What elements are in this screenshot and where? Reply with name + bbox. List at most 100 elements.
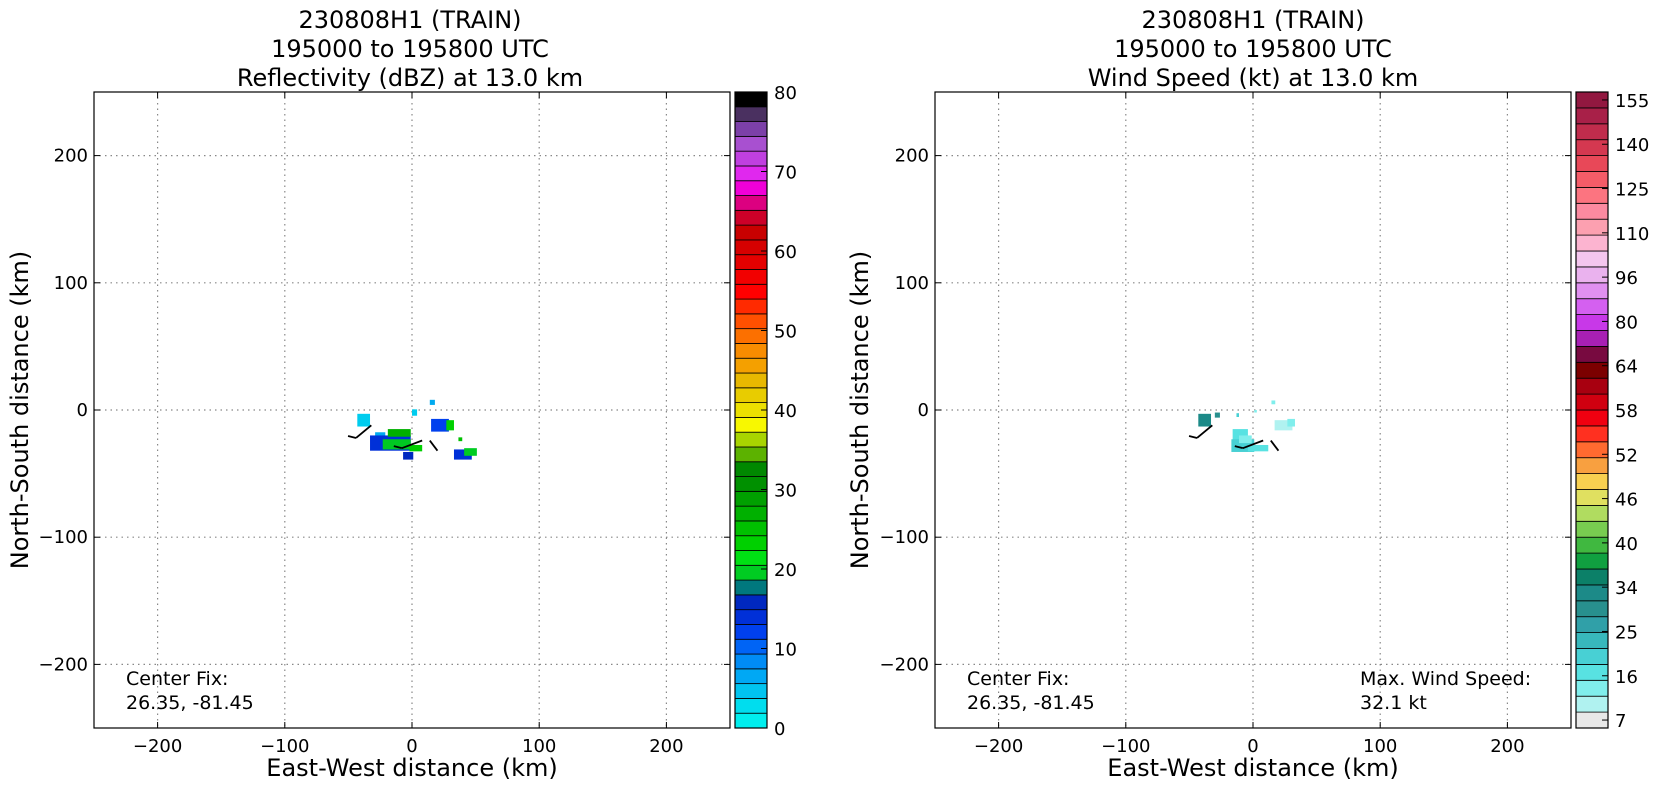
colorbar-tick-label: 155 (1615, 91, 1649, 112)
x-tick-label: 0 (406, 736, 417, 757)
colorbar-segment (1575, 616, 1609, 634)
colorbar-tick-label: 0 (774, 719, 785, 740)
colorbar-segment (1575, 695, 1609, 713)
colorbar-segment (734, 387, 768, 404)
colorbar-segment (1575, 123, 1609, 141)
colorbar-segment (734, 564, 768, 581)
colorbar-segment (1575, 393, 1609, 411)
colorbar-tick-label: 80 (1615, 312, 1638, 333)
echo-cell (1236, 413, 1240, 417)
colorbar-segment (734, 624, 768, 640)
colorbar-segment (734, 683, 768, 699)
wind-barb (355, 424, 372, 439)
colorbar-tick-label: 58 (1615, 401, 1638, 422)
chart-title-line: 195000 to 195800 UTC (1114, 35, 1392, 63)
chart-title-line: 195000 to 195800 UTC (271, 35, 549, 63)
colorbar-segment (1575, 552, 1609, 570)
colorbar-tick-label: 60 (774, 242, 797, 263)
colorbar-segment (1575, 568, 1609, 586)
colorbar-segment (734, 609, 768, 625)
colorbar-segment (1575, 250, 1609, 268)
colorbar-segment (734, 283, 768, 300)
y-tick-label: 0 (77, 400, 88, 421)
wind-barb (401, 439, 423, 450)
annotation-text: 32.1 kt (1360, 692, 1427, 714)
echo-cell (387, 429, 411, 437)
colorbar-tick-label: 140 (1615, 135, 1649, 156)
colorbar-segment (734, 520, 768, 537)
colorbar-segment (1575, 282, 1609, 300)
wind-barb-flag (1234, 445, 1244, 450)
echo-cell (1239, 435, 1252, 444)
chart-title-line: Reflectivity (dBZ) at 13.0 km (237, 64, 583, 92)
colorbar-segment (734, 165, 768, 182)
wind-barb-flag (347, 435, 357, 439)
colorbar-segment (1575, 202, 1609, 220)
annotation-text: Max. Wind Speed: (1360, 668, 1531, 690)
colorbar-segment (734, 653, 768, 670)
reflectivity-panel: 230808H1 (TRAIN)195000 to 195800 UTCRefl… (6, 6, 797, 782)
colorbar-tick-label: 20 (774, 560, 797, 581)
colorbar-segment (734, 638, 768, 655)
colorbar-segment (1575, 155, 1609, 172)
colorbar-segment (1575, 457, 1609, 475)
echo-cell (1198, 413, 1212, 427)
colorbar-segment (1575, 171, 1609, 188)
colorbar-segment (734, 372, 768, 389)
colorbar-segment (1575, 520, 1609, 538)
colorbar-segment (1575, 409, 1609, 427)
annotation-text: Center Fix: (126, 668, 228, 690)
colorbar-segment (1575, 632, 1609, 649)
x-tick-label: −100 (1101, 736, 1150, 757)
y-tick-label: −200 (39, 654, 88, 675)
echo-cell (453, 449, 472, 460)
y-tick-label: 200 (54, 146, 88, 167)
echo-cell (446, 420, 454, 431)
colorbar-segment (1575, 664, 1609, 681)
colorbar-segment (1575, 600, 1609, 618)
colorbar-segment (1575, 536, 1609, 554)
colorbar-segment (734, 91, 768, 108)
colorbar-tick-label: 50 (774, 322, 797, 343)
colorbar-segment (734, 313, 768, 330)
colorbar-segment (734, 698, 768, 714)
echo-cell (409, 444, 423, 452)
colorbar-tick-label: 96 (1615, 268, 1638, 289)
colorbar-segment (1575, 489, 1609, 506)
colorbar-segment (734, 209, 768, 226)
echo-cell (1287, 418, 1295, 427)
echo-cell (382, 439, 411, 450)
colorbar-segment (1575, 504, 1609, 522)
colorbar-tick-label: 52 (1615, 445, 1638, 466)
colorbar-segment (734, 668, 768, 685)
colorbar-tick-label: 10 (774, 640, 797, 661)
wind-speed-panel: 230808H1 (TRAIN)195000 to 195800 UTCWind… (846, 6, 1649, 782)
colorbar-segment (734, 505, 768, 522)
colorbar-segment (1575, 186, 1609, 204)
colorbar-segment (734, 416, 768, 433)
wind-barb-flag (429, 439, 439, 452)
colorbar-segment (734, 239, 768, 256)
colorbar-segment (1575, 648, 1609, 665)
colorbar-tick-label: 7 (1615, 711, 1626, 732)
wind-barb-flag (393, 445, 403, 450)
colorbar-segment (734, 446, 768, 463)
colorbar-tick-label: 40 (774, 401, 797, 422)
x-axis-label: East-West distance (km) (266, 754, 557, 782)
wind-barb (1196, 424, 1213, 439)
colorbar-segment (734, 343, 768, 359)
y-tick-label: −100 (39, 527, 88, 548)
colorbar-segment (1575, 298, 1609, 316)
colorbar-segment (1575, 377, 1609, 395)
annotation-text: 26.35, -81.45 (126, 692, 254, 714)
colorbar-tick-label: 34 (1615, 578, 1638, 599)
colorbar-segment (734, 712, 768, 729)
colorbar-tick-label: 25 (1615, 622, 1638, 643)
y-tick-label: −200 (880, 654, 929, 675)
colorbar-segment (734, 224, 768, 241)
x-tick-label: 200 (649, 736, 683, 757)
colorbar-segment (1575, 679, 1609, 697)
colorbar-segment (734, 535, 768, 551)
colorbar-segment (734, 195, 768, 211)
